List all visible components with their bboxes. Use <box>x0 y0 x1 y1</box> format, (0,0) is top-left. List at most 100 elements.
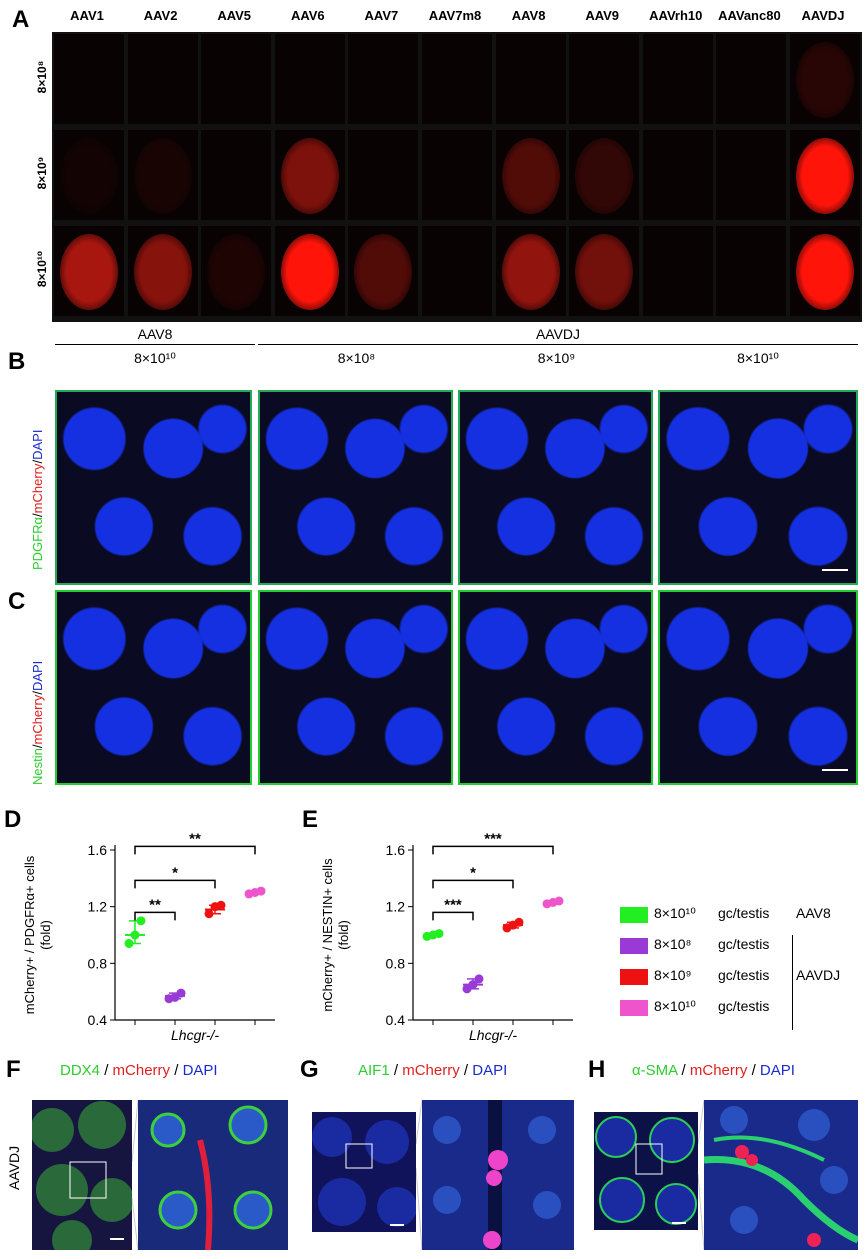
legend-swatch <box>620 938 648 954</box>
fluorescence-signal <box>60 138 118 214</box>
significance-label: ** <box>149 896 161 913</box>
micrograph-h-zoom <box>703 1100 860 1250</box>
panel-label-c: C <box>8 588 26 615</box>
fluorescence-signal <box>501 234 560 310</box>
testis-image-aav7m8-row2 <box>422 130 492 220</box>
testis-image-aav1-row1 <box>54 34 124 124</box>
micrograph-b-aav8-10e10 <box>55 390 252 585</box>
fluorescence-signal <box>133 234 192 310</box>
legend-unit: gc/testis <box>718 967 770 983</box>
data-point <box>216 900 226 910</box>
aavdj-group-label: AAVDJ <box>535 326 581 342</box>
x-axis-label: Lhcgr-/- <box>171 1027 219 1043</box>
testis-image-aav5-row2 <box>201 130 272 220</box>
column-header-aavrh10: AAVrh10 <box>649 8 703 23</box>
column-header-aav1: AAV1 <box>70 8 104 23</box>
y-tick-label: 1.2 <box>88 899 108 915</box>
data-point <box>204 909 214 919</box>
legend-unit: gc/testis <box>718 905 770 921</box>
column-header-aav7: AAV7 <box>364 8 399 23</box>
aavdj-group-line <box>258 344 858 345</box>
testis-image-aav1-row2 <box>54 130 124 220</box>
testis-image-aav5-row3 <box>201 226 272 316</box>
testis-image-aavanc80-row2 <box>716 130 787 220</box>
legend-group-aavdj: AAVDJ <box>796 967 841 983</box>
significance-bracket <box>432 845 554 855</box>
row-header-dose-1: 8×10⁸ <box>35 60 49 94</box>
y-tick-label: 1.6 <box>386 842 406 858</box>
y-axis-label-unit: (fold) <box>38 920 53 950</box>
testis-image-aav2-row1 <box>127 34 198 124</box>
testis-image-aav5-row1 <box>201 34 272 124</box>
legend-dose: 8×10⁸ <box>654 936 692 952</box>
data-point <box>554 896 564 906</box>
significance-label: * <box>470 864 476 881</box>
testis-image-aav6-row1 <box>274 34 345 124</box>
micrograph-h-overview <box>594 1112 698 1230</box>
legend-unit: gc/testis <box>718 936 770 952</box>
micrograph-g-zoom <box>422 1100 574 1250</box>
fluorescence-signal <box>501 138 560 214</box>
testis-image-aav9-row2 <box>569 130 640 220</box>
fluorescence-signal <box>796 42 854 118</box>
testis-image-aav7-row2 <box>348 130 419 220</box>
row-header-dose-2: 8×10⁹ <box>35 156 49 190</box>
testis-image-aav1-row3 <box>54 226 124 316</box>
column-header-aav6: AAV6 <box>290 8 325 23</box>
significance-bracket <box>134 879 216 889</box>
column-header-aav5: AAV5 <box>217 8 252 23</box>
panel-label-a: A <box>12 6 30 33</box>
chart-e: mCherry+ / NESTIN+ cells (fold) 0.4 0.8 1.2 1… <box>320 830 573 1043</box>
testis-image-aavrh10-row1 <box>642 34 713 124</box>
y-tick-label: 1.6 <box>88 842 108 858</box>
micrograph-b-aavdj-10e8 <box>258 390 453 585</box>
aav8-group-label: AAV8 <box>137 326 173 342</box>
significance-label: *** <box>484 830 502 847</box>
fluorescence-signal <box>280 138 339 214</box>
column-header-aav9: AAV9 <box>585 8 620 23</box>
data-point <box>468 980 478 990</box>
testis-image-aav7-row3 <box>348 226 419 316</box>
panel-b-stain-label: PDGFRα/mCherry/DAPI <box>30 429 45 570</box>
fluorescence-signal <box>796 234 854 310</box>
legend-bracket <box>792 935 793 1030</box>
y-axis-label-unit: (fold) <box>336 920 351 950</box>
testis-image-aav7m8-row3 <box>422 226 492 316</box>
scale-bar <box>822 769 848 771</box>
panel-label-d: D <box>4 806 22 833</box>
panel-label-f: F <box>6 1056 21 1083</box>
zoom-lines-h <box>698 1100 704 1250</box>
legend-group-aav8: AAV8 <box>796 905 831 921</box>
data-point <box>514 917 524 927</box>
y-tick-label: 0.8 <box>386 955 406 971</box>
legend-swatch <box>620 907 648 923</box>
x-axis-label: Lhcgr-/- <box>469 1027 517 1043</box>
legend-swatch <box>620 1000 648 1016</box>
legend-dose: 8×10¹⁰ <box>654 998 696 1014</box>
fluorescence-signal <box>133 138 192 214</box>
column-header-aav2: AAV2 <box>143 8 178 23</box>
data-point <box>130 930 140 940</box>
data-point <box>124 939 134 948</box>
panel-h-title: α-SMA / mCherry / DAPI <box>632 1062 795 1079</box>
testis-image-aav2-row3 <box>127 226 198 316</box>
testis-image-aavrh10-row2 <box>642 130 713 220</box>
scale-bar <box>822 569 848 571</box>
fluorescence-signal <box>207 234 266 310</box>
fluorescence-signal <box>354 234 413 310</box>
column-header-aavdj: AAVDJ <box>801 8 845 23</box>
aav8-group-line <box>55 344 255 345</box>
testis-image-aav6-row2 <box>274 130 345 220</box>
panel-f-row-label: AAVDJ <box>6 1145 22 1190</box>
legend: 8×10¹⁰ gc/testis 8×10⁸ gc/testis 8×10⁹ gc/tes… <box>620 905 860 1035</box>
fluorescence-signal <box>60 234 118 310</box>
testis-image-aav8-row3 <box>495 226 566 316</box>
dose-header-1: 8×10¹⁰ <box>134 350 176 366</box>
fluorescence-signal <box>796 138 854 214</box>
fluorescence-signal <box>280 234 339 310</box>
micrograph-f-zoom <box>138 1100 288 1251</box>
micrograph-f-overview <box>30 1100 134 1259</box>
y-tick-label: 1.2 <box>386 899 406 915</box>
testis-image-aavdj-row3 <box>790 226 860 316</box>
significance-label: * <box>172 864 178 881</box>
